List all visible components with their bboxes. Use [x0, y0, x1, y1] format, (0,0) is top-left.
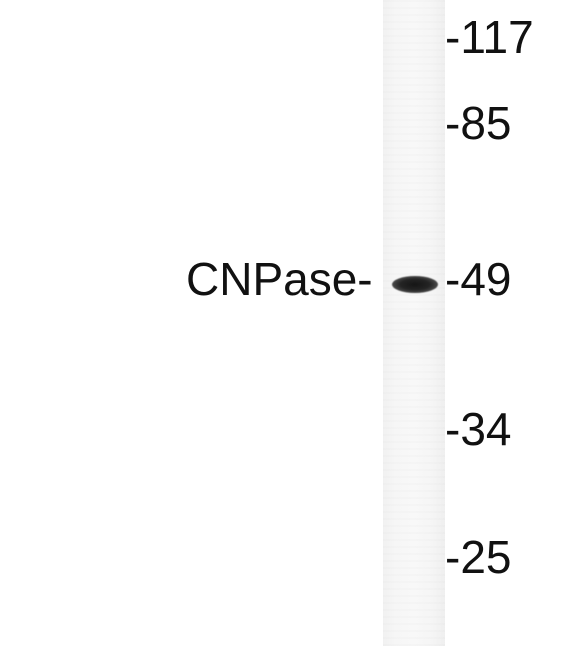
gel-lane: [383, 0, 445, 646]
lane-texture: [383, 0, 445, 646]
marker-25: -25: [445, 531, 512, 583]
protein-band: [392, 276, 438, 293]
protein-label: CNPase-: [186, 253, 373, 305]
marker-85: -85: [445, 97, 512, 149]
marker-34: -34: [445, 403, 512, 455]
marker-49: -49: [445, 253, 512, 305]
marker-117: -117: [445, 11, 534, 63]
